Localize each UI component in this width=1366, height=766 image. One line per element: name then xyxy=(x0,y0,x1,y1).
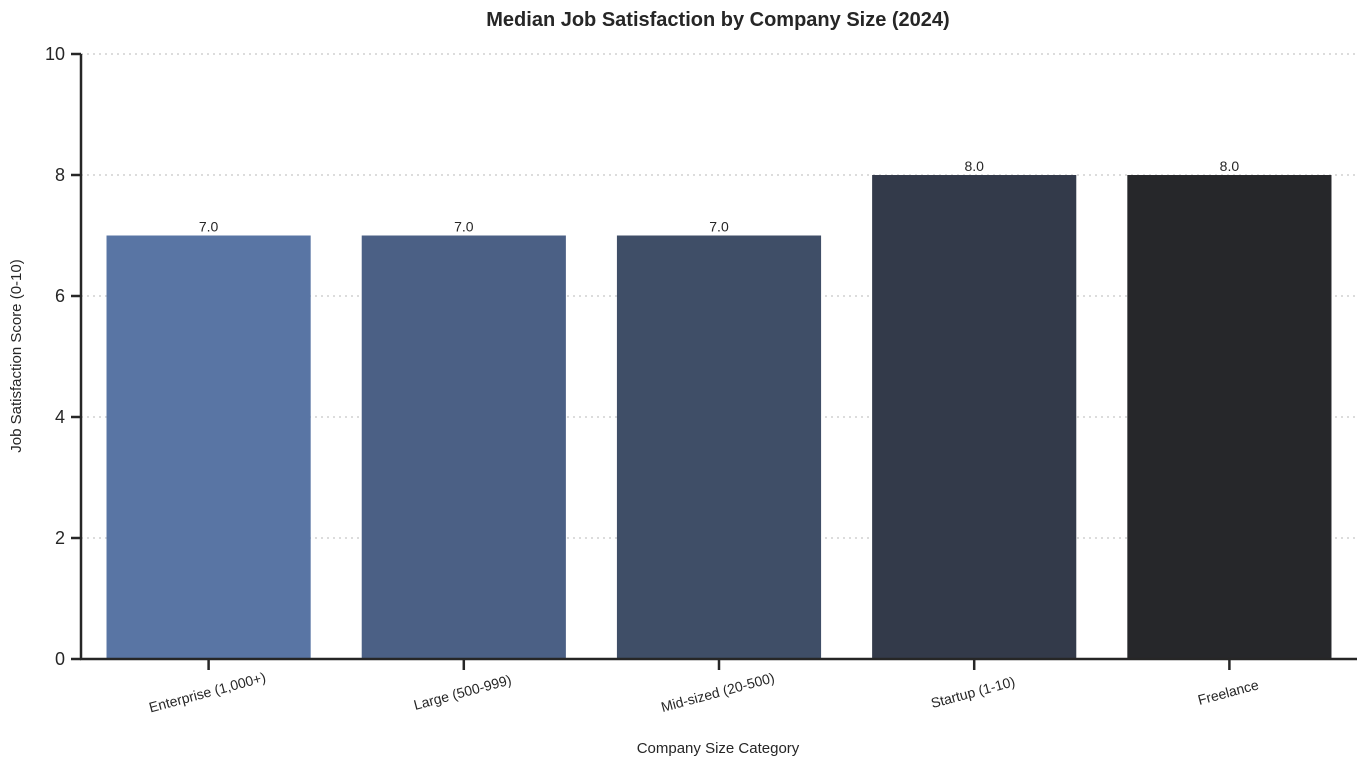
bar-value-label: 7.0 xyxy=(454,219,474,235)
y-tick-label: 0 xyxy=(55,649,65,669)
y-tick-label: 2 xyxy=(55,528,65,548)
y-axis-label: Job Satisfaction Score (0-10) xyxy=(8,259,25,452)
x-tick-label: Mid-sized (20-500) xyxy=(659,669,776,715)
x-tick-label: Large (500-999) xyxy=(412,671,513,712)
y-ticks: 0 2 4 6 8 10 xyxy=(45,44,81,669)
x-tick-label: Freelance xyxy=(1196,676,1260,708)
bar-value-label: 7.0 xyxy=(709,219,729,235)
x-ticks: Enterprise (1,000+) Large (500-999) Mid-si… xyxy=(147,659,1260,715)
bars xyxy=(106,175,1332,659)
bar-value-label: 7.0 xyxy=(199,219,219,235)
y-tick-label: 8 xyxy=(55,165,65,185)
bar-value-label: 8.0 xyxy=(964,158,984,174)
chart-title: Median Job Satisfaction by Company Size … xyxy=(486,9,949,31)
bar-value-label: 8.0 xyxy=(1220,158,1240,174)
x-axis-label: Company Size Category xyxy=(637,740,800,757)
bar xyxy=(616,235,822,659)
x-tick-label: Enterprise (1,000+) xyxy=(147,669,267,716)
y-tick-label: 6 xyxy=(55,286,65,306)
data-labels: 7.0 7.0 7.0 8.0 8.0 xyxy=(199,158,1239,235)
y-tick-label: 4 xyxy=(55,407,65,427)
y-tick-label: 10 xyxy=(45,44,65,64)
bar xyxy=(1127,175,1332,659)
bar xyxy=(872,175,1077,659)
bar xyxy=(361,235,566,659)
x-tick-label: Startup (1-10) xyxy=(929,673,1017,711)
bar xyxy=(106,235,311,659)
